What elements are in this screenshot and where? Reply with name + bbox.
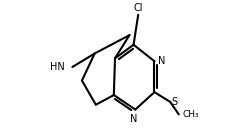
Text: S: S bbox=[171, 97, 177, 107]
Text: N: N bbox=[130, 114, 137, 124]
Text: N: N bbox=[157, 56, 164, 66]
Text: CH₃: CH₃ bbox=[181, 110, 198, 119]
Text: HN: HN bbox=[49, 62, 64, 72]
Text: Cl: Cl bbox=[133, 3, 142, 14]
